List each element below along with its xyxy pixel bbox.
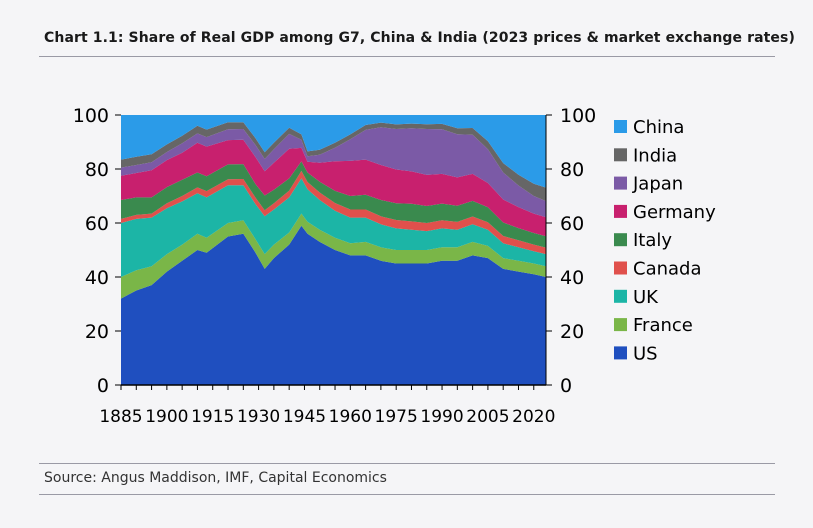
x-tick-label: 1975 <box>375 407 418 427</box>
y-tick-label-left: 100 <box>73 105 109 127</box>
x-tick-label: 1960 <box>329 407 372 427</box>
area-us <box>121 225 546 385</box>
legend-swatch-us <box>614 346 627 360</box>
legend-swatch-canada <box>614 261 627 275</box>
legend-swatch-italy <box>614 233 627 247</box>
legend-label-germany: Germany <box>633 202 716 223</box>
y-tick-label-right: 0 <box>560 375 572 397</box>
legend-label-france: France <box>633 315 693 336</box>
legend-swatch-uk <box>614 289 627 303</box>
axes: 0 20 40 60 80 100 0 20 40 60 80 100 1885 1900 1915 1930… <box>73 105 597 427</box>
legend-label-china: China <box>633 117 684 138</box>
y-tick-label-left: 60 <box>85 213 109 235</box>
y-tick-label-right: 20 <box>560 321 584 343</box>
y-tick-label-right: 100 <box>560 105 596 127</box>
y-tick-label-right: 80 <box>560 159 584 181</box>
source-divider-top <box>39 463 775 464</box>
legend-swatch-france <box>614 318 627 332</box>
x-tick-label: 1945 <box>283 407 326 427</box>
area-japan <box>121 127 546 218</box>
legend-swatch-china <box>614 120 627 133</box>
area-layers <box>121 115 546 385</box>
legend-label-india: India <box>633 145 677 166</box>
x-tick-label: 2020 <box>512 407 555 427</box>
y-tick-label-right: 40 <box>560 267 584 289</box>
y-tick-label-right: 60 <box>560 213 584 235</box>
x-tick-label: 1990 <box>420 407 463 427</box>
legend-label-italy: Italy <box>633 230 672 251</box>
legend-swatch-germany <box>614 204 627 218</box>
y-tick-label-left: 80 <box>85 159 109 181</box>
legend: China India Japan Germany Italy Canada UK Franc… <box>614 117 716 364</box>
x-tick-label: 1885 <box>99 407 142 427</box>
title-divider <box>39 56 775 57</box>
y-tick-label-left: 0 <box>97 375 109 397</box>
area-uk <box>121 178 546 277</box>
area-china <box>121 115 546 188</box>
legend-swatch-japan <box>614 176 627 190</box>
y-tick-label-left: 20 <box>85 321 109 343</box>
x-tick-label: 2005 <box>466 407 509 427</box>
source-divider-bottom <box>39 494 775 495</box>
x-tick-label: 1915 <box>191 407 234 427</box>
x-tick-label: 1900 <box>145 407 188 427</box>
y-tick-label-left: 40 <box>85 267 109 289</box>
legend-label-uk: UK <box>633 287 659 308</box>
area-france <box>121 213 546 299</box>
legend-swatch-india <box>614 148 627 162</box>
legend-label-japan: Japan <box>632 174 683 195</box>
x-tick-label: 1930 <box>237 407 280 427</box>
legend-label-canada: Canada <box>633 259 702 280</box>
source-note: Source: Angus Maddison, IMF, Capital Eco… <box>44 470 387 486</box>
chart-title: Chart 1.1: Share of Real GDP among G7, C… <box>44 30 795 46</box>
legend-label-us: US <box>633 343 658 364</box>
area-germany <box>121 139 546 237</box>
